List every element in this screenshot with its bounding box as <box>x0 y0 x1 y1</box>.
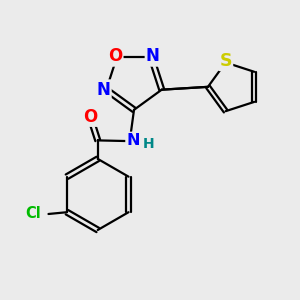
Text: N: N <box>127 133 140 148</box>
Text: S: S <box>219 52 232 70</box>
Text: O: O <box>108 47 122 65</box>
Text: N: N <box>146 47 160 65</box>
Text: H: H <box>142 137 154 151</box>
Text: O: O <box>83 108 98 126</box>
Text: N: N <box>97 81 110 99</box>
Text: Cl: Cl <box>25 206 41 221</box>
